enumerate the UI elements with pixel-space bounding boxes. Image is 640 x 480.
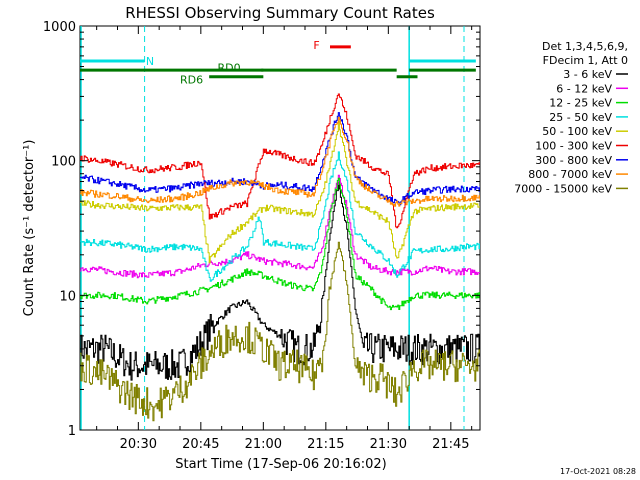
series-line-9	[80, 241, 480, 422]
legend-label-4: 25 - 50 keV	[549, 111, 612, 124]
series-line-2	[80, 174, 480, 279]
legend-label-9: 7000 - 15000 keV	[514, 182, 612, 195]
flag-label-f: F	[313, 39, 319, 52]
legend-label-2: 6 - 12 keV	[556, 82, 612, 95]
x-axis-label: Start Time (17-Sep-06 20:16:02)	[175, 457, 386, 472]
plot-frame	[79, 25, 481, 431]
y-tick-label: 1000	[43, 20, 76, 35]
legend-label-5: 50 - 100 keV	[542, 125, 612, 138]
chart-title: RHESSI Observing Summary Count Rates	[125, 4, 435, 22]
footer-date: 17-Oct-2021 08:28	[560, 467, 636, 476]
y-tick-label: 100	[51, 155, 76, 170]
y-axis-label: Count Rate (s⁻¹ detector⁻¹)	[22, 140, 37, 317]
x-tick-label: 21:45	[432, 437, 469, 452]
legend-header-line-1: Det 1,3,4,5,6,9,	[542, 40, 628, 53]
y-tick-label: 1	[68, 424, 76, 439]
x-tick-label: 21:30	[370, 437, 407, 452]
series-line-6	[80, 93, 480, 229]
x-tick-label: 21:00	[245, 437, 282, 452]
legend: Det 1,3,4,5,6,9, FDecim 1, Att 0 3 - 6 k…	[514, 40, 628, 195]
plot-area: N RD0 RD6 F	[79, 25, 481, 431]
flag-label-n: N	[146, 55, 154, 68]
legend-label-3: 12 - 25 keV	[549, 97, 612, 110]
x-tick-label: 20:45	[182, 437, 219, 452]
y-tick-label: 10	[59, 289, 76, 304]
legend-label-1: 3 - 6 keV	[563, 68, 612, 81]
legend-label-6: 100 - 300 keV	[535, 140, 612, 153]
legend-label-7: 300 - 800 keV	[535, 154, 612, 167]
flag-label-rd0: RD0	[218, 62, 241, 75]
x-tick-label: 21:15	[307, 437, 344, 452]
legend-header-line-2: FDecim 1, Att 0	[543, 54, 628, 67]
series-line-3	[80, 177, 480, 311]
series-line-8	[80, 116, 480, 207]
x-axis: 20:30 20:45 21:00 21:15 21:30 21:45	[96, 26, 473, 452]
x-tick-label: 20:30	[120, 437, 157, 452]
series-line-4	[80, 151, 480, 282]
series-line-1	[80, 181, 480, 381]
series-line-5	[80, 120, 480, 264]
legend-label-8: 800 - 7000 keV	[528, 168, 612, 181]
series-line-7	[80, 112, 480, 206]
y-axis: 1 10 100 1000	[43, 20, 480, 439]
flag-label-rd6: RD6	[180, 74, 203, 87]
